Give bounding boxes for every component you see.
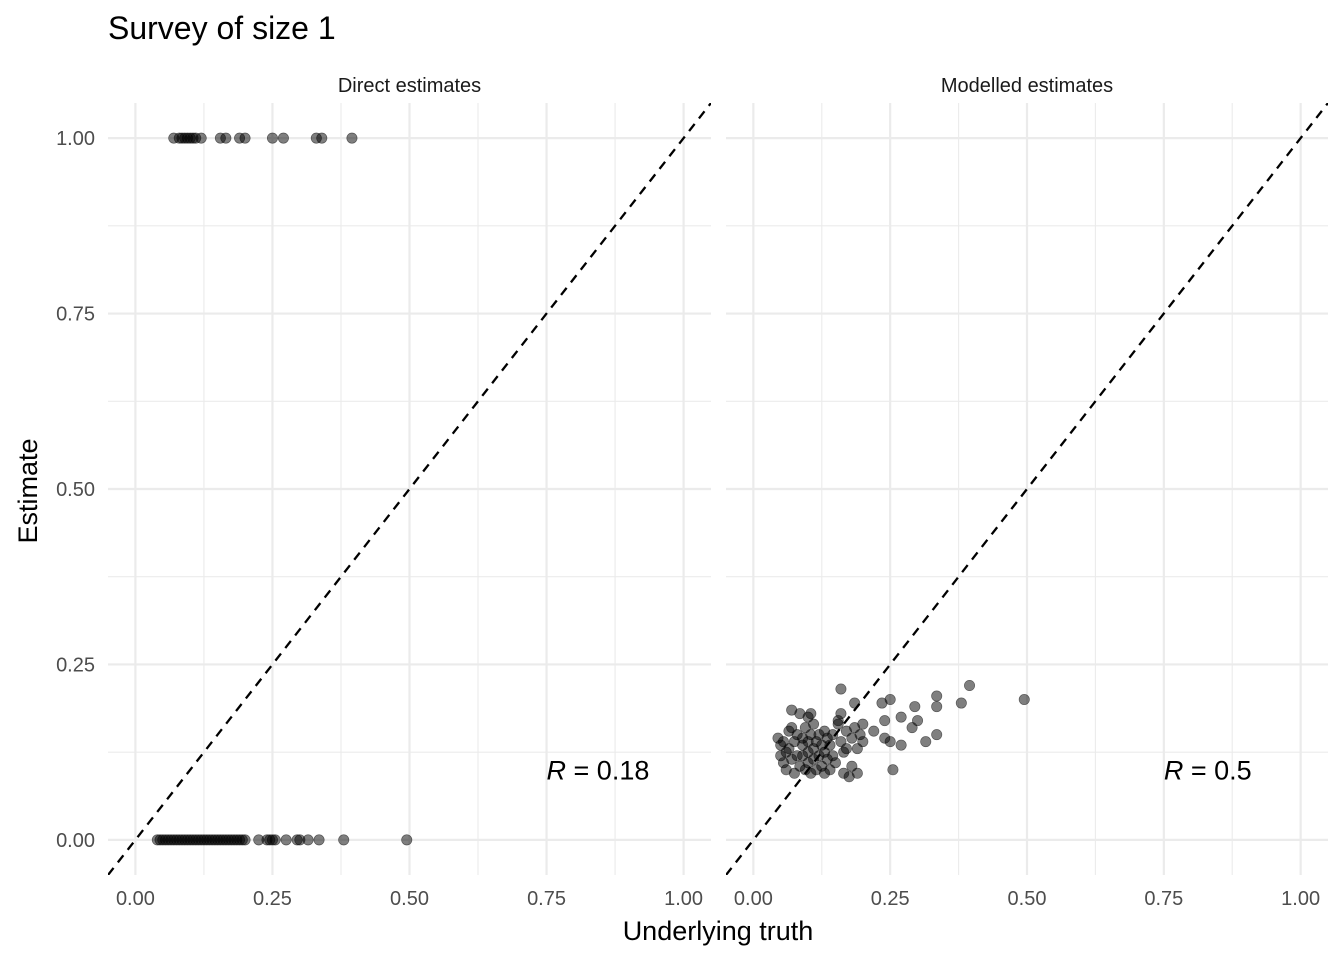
data-point <box>266 132 278 144</box>
correlation-symbol: R <box>1164 756 1184 786</box>
data-point <box>835 708 847 720</box>
data-point <box>338 834 350 846</box>
data-point <box>912 715 924 727</box>
correlation-value: = 0.18 <box>566 756 649 786</box>
data-point <box>239 132 251 144</box>
y-tick-label: 0.50 <box>56 479 95 501</box>
data-point <box>868 725 880 737</box>
data-point <box>884 736 896 748</box>
data-point <box>887 764 899 776</box>
data-point <box>895 711 907 723</box>
y-tick-label: 0.25 <box>56 654 95 676</box>
panel-direct: Direct estimates 0.00 0.25 0.50 0.75 1.00 0.00… <box>56 75 711 910</box>
data-point <box>280 834 292 846</box>
x-tick-label: 0.50 <box>390 888 429 910</box>
y-tick-label: 1.00 <box>56 128 95 150</box>
x-tick-label: 0.25 <box>871 888 910 910</box>
points <box>151 132 413 846</box>
data-point <box>195 132 207 144</box>
data-point <box>824 739 836 751</box>
data-point <box>220 132 232 144</box>
data-point <box>849 697 861 709</box>
panels-layer: Direct estimates 0.00 0.25 0.50 0.75 1.00 0.00… <box>56 75 1328 910</box>
data-point <box>931 729 943 741</box>
data-point <box>895 739 907 751</box>
data-point <box>931 701 943 713</box>
data-point <box>851 767 863 779</box>
panel-strip-label: Direct estimates <box>338 75 481 97</box>
correlation-annotation: R = 0.18 <box>547 756 650 786</box>
x-tick-label: 0.75 <box>1144 888 1183 910</box>
data-point <box>346 132 358 144</box>
y-axis-title: Estimate <box>13 438 43 543</box>
grid <box>108 103 711 875</box>
data-point <box>239 834 251 846</box>
x-tick-label: 0.75 <box>527 888 566 910</box>
panel-modelled: Modelled estimates 0.00 0.25 0.50 0.75 1.00 R … <box>726 75 1328 910</box>
data-point <box>955 697 967 709</box>
data-point <box>808 718 820 730</box>
data-point <box>909 701 921 713</box>
x-tick-label: 0.00 <box>734 888 773 910</box>
y-tick-label: 0.75 <box>56 304 95 326</box>
x-tick-label: 0.00 <box>116 888 155 910</box>
data-point <box>931 690 943 702</box>
data-point <box>835 683 847 695</box>
data-point <box>832 718 844 730</box>
data-point <box>269 834 281 846</box>
data-point <box>313 834 325 846</box>
grid <box>726 103 1328 875</box>
correlation-annotation: R = 0.5 <box>1164 756 1252 786</box>
data-point <box>316 132 328 144</box>
y-tick-label: 0.00 <box>56 830 95 852</box>
chart-title: Survey of size 1 <box>108 10 336 46</box>
data-point <box>277 132 289 144</box>
data-point <box>302 834 314 846</box>
x-axis-title: Underlying truth <box>623 916 814 946</box>
data-point <box>884 694 896 706</box>
panel-strip-label: Modelled estimates <box>941 75 1113 97</box>
x-tick-label: 1.00 <box>664 888 703 910</box>
data-point <box>857 718 869 730</box>
data-point <box>805 708 817 720</box>
x-tick-label: 1.00 <box>1281 888 1320 910</box>
correlation-symbol: R <box>547 756 567 786</box>
data-point <box>1018 694 1030 706</box>
data-point <box>964 680 976 692</box>
points <box>772 680 1030 783</box>
data-point <box>401 834 413 846</box>
data-point <box>920 736 932 748</box>
data-point <box>827 729 839 741</box>
data-point <box>840 743 852 755</box>
data-point <box>879 715 891 727</box>
data-point <box>829 757 841 769</box>
x-tick-label: 0.50 <box>1008 888 1047 910</box>
x-tick-label: 0.25 <box>253 888 292 910</box>
reference-line-y-equals-x <box>108 103 711 875</box>
correlation-value: = 0.5 <box>1183 756 1251 786</box>
data-point <box>857 736 869 748</box>
